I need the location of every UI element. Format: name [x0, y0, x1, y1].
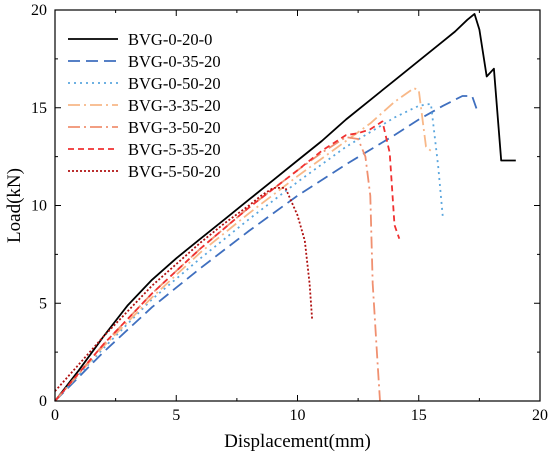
x-tick-label: 20	[532, 407, 548, 424]
legend: BVG-0-20-0 BVG-0-35-20 BVG-0-50-20 BVG-3-35…	[68, 30, 221, 181]
legend-label: BVG-0-50-20	[128, 74, 221, 93]
series-line-7	[54, 186, 313, 392]
legend-label: BVG-0-20-0	[128, 30, 212, 49]
y-tick-label: 10	[31, 198, 47, 215]
legend-label: BVG-5-50-20	[128, 162, 221, 181]
y-tick-label: 0	[39, 393, 47, 410]
legend-label: BVG-3-50-20	[128, 118, 221, 137]
axes-layer: 0 5 10 15 20 0 5 10 15 20	[31, 2, 548, 424]
legend-label: BVG-0-35-20	[128, 52, 221, 71]
y-axis-title: Load(kN)	[4, 168, 25, 243]
series-line-1	[54, 12, 516, 402]
x-tick-label: 10	[290, 407, 306, 424]
series-line-4	[54, 87, 432, 402]
x-axis-title: Displacement(mm)	[224, 431, 371, 452]
series-layer	[54, 12, 516, 402]
x-tick-label: 0	[51, 407, 59, 424]
x-tick-label: 5	[172, 407, 180, 424]
series-line-6	[54, 120, 401, 402]
y-tick-label: 15	[31, 100, 47, 117]
y-tick-label: 5	[39, 295, 47, 312]
x-tick-label: 15	[411, 407, 427, 424]
y-tick-label: 20	[31, 2, 47, 19]
series-line-2	[54, 95, 478, 402]
legend-label: BVG-3-35-20	[128, 96, 221, 115]
legend-label: BVG-5-35-20	[128, 140, 221, 159]
series-line-3	[54, 102, 444, 402]
